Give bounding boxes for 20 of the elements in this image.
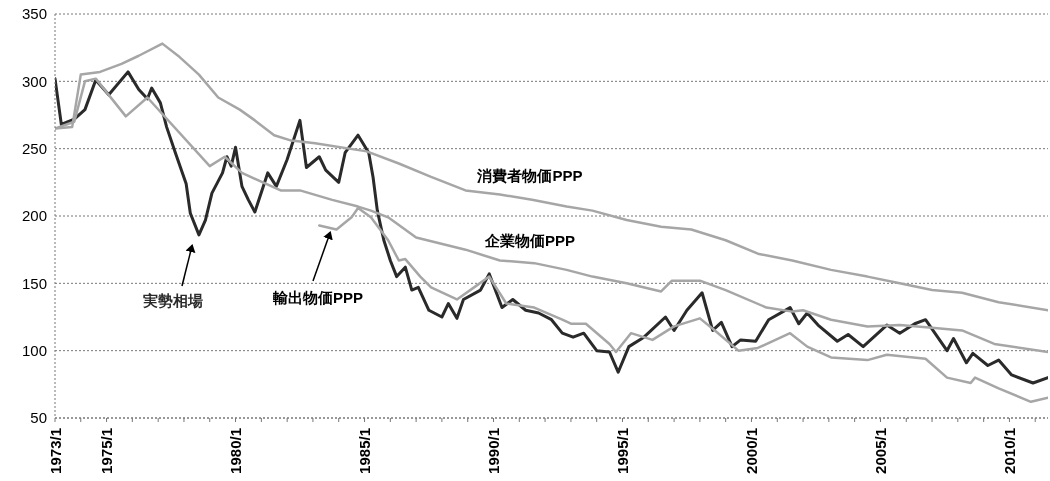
- x-tick-label: 1973/1: [46, 428, 64, 474]
- x-tick-label: 1985/1: [356, 428, 374, 474]
- y-tick-label: 100: [21, 341, 47, 359]
- x-tick-label: 2005/1: [871, 428, 889, 474]
- y-tick-label: 50: [30, 409, 47, 427]
- series-label: 消費者物価PPP: [476, 166, 583, 184]
- text: 実勢相場: [142, 291, 203, 309]
- y-tick-label: 300: [21, 72, 47, 90]
- x-tick-label: 2010/1: [1000, 428, 1018, 474]
- x-tick-label: 1990/1: [485, 428, 503, 474]
- text: 輸出物価PPP: [271, 288, 364, 306]
- y-tick-label: 250: [21, 139, 47, 157]
- y-tick-label: 350: [21, 5, 47, 23]
- x-tick-label: 1995/1: [613, 428, 631, 474]
- x-tick-label: 1980/1: [227, 428, 245, 474]
- x-tick-label: 2000/1: [742, 428, 760, 474]
- y-tick-label: 150: [21, 274, 47, 292]
- y-tick-label: 200: [21, 207, 47, 225]
- series-label: 企業物価PPP: [483, 231, 576, 249]
- x-tick-label: 1975/1: [98, 428, 116, 474]
